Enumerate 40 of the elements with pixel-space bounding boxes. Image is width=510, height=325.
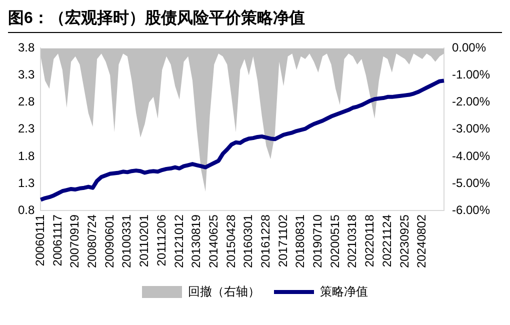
y-tick-label: 2.8 — [18, 94, 35, 109]
y2-tick-label: -5.00% — [452, 176, 490, 190]
x-tick-label: 20090601 — [102, 214, 116, 268]
y-tick-label: 0.8 — [18, 202, 35, 217]
y2-tick-label: 0.00% — [452, 40, 486, 55]
y2-tick-label: -6.00% — [452, 202, 490, 217]
x-tick-label: 20200515 — [328, 214, 342, 268]
x-tick-label: 20070919 — [68, 214, 82, 268]
x-tick-label: 20060111 — [32, 214, 47, 266]
y2-tick-label: -3.00% — [452, 122, 490, 136]
x-tick-label: 20130819 — [189, 214, 204, 268]
legend-label: 回撤（右轴） — [188, 284, 260, 298]
y-tick-label: 1.8 — [18, 148, 35, 163]
x-tick-label: 20230925 — [397, 214, 412, 268]
x-tick-label: 20240802 — [414, 214, 429, 268]
y2-tick-label: -4.00% — [452, 148, 490, 163]
x-tick-label: 20100331 — [120, 214, 134, 268]
x-tick-label: 20061117 — [50, 214, 64, 266]
y2-tick-label: -1.00% — [452, 68, 490, 82]
x-tick-label: 20171102 — [276, 214, 290, 268]
y-tick-label: 3.3 — [18, 68, 35, 82]
y-tick-label: 2.3 — [18, 122, 35, 136]
x-tick-label: 20080724 — [85, 214, 100, 268]
y-tick-label: 1.3 — [18, 176, 35, 190]
x-tick-label: 20220118 — [362, 214, 377, 268]
x-tick-label: 20140625 — [206, 214, 220, 268]
chart-title: 图6：（宏观择时）股债风险平价策略净值 — [8, 8, 502, 33]
x-tick-label: 20110201 — [137, 214, 152, 268]
x-tick-label: 20111206 — [154, 214, 168, 266]
y-tick-label: 3.8 — [18, 40, 35, 55]
x-tick-label: 20180831 — [293, 214, 308, 268]
x-tick-label: 20190710 — [310, 214, 325, 268]
x-tick-label: 20160301 — [241, 214, 256, 268]
y2-tick-label: -2.00% — [452, 94, 490, 109]
x-tick-label: 20221124 — [380, 214, 394, 268]
x-tick-label: 20210318 — [345, 214, 360, 268]
legend-label: 策略净值 — [320, 284, 368, 298]
x-tick-label: 20121012 — [172, 214, 186, 268]
x-tick-label: 20150428 — [224, 214, 238, 268]
x-tick-label: 20161228 — [258, 214, 272, 268]
